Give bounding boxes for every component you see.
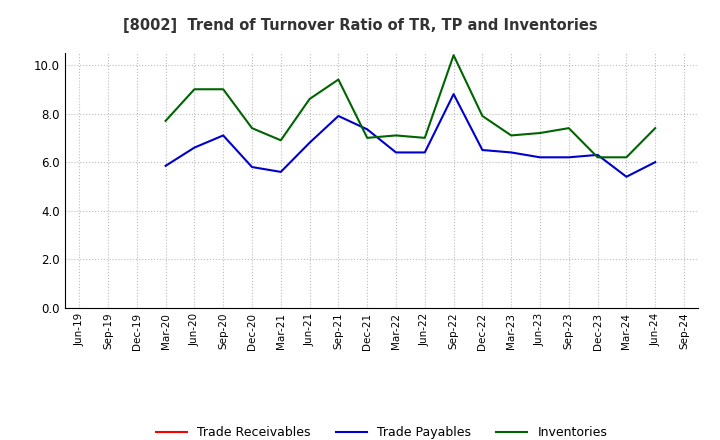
Inventories [420,135,429,140]
Trade Payables [276,169,285,175]
Inventories [248,125,256,131]
Text: [8002]  Trend of Turnover Ratio of TR, TP and Inventories: [8002] Trend of Turnover Ratio of TR, TP… [122,18,598,33]
Inventories [507,133,516,138]
Inventories [161,118,170,124]
Trade Payables [564,155,573,160]
Trade Payables [161,163,170,169]
Line: Inventories: Inventories [166,55,655,158]
Inventories [564,125,573,131]
Inventories [305,96,314,102]
Inventories [392,133,400,138]
Inventories [334,77,343,82]
Trade Payables [622,174,631,180]
Inventories [536,130,544,136]
Trade Payables [420,150,429,155]
Trade Payables [305,140,314,145]
Trade Payables [219,133,228,138]
Inventories [219,87,228,92]
Trade Payables [651,160,660,165]
Inventories [449,53,458,58]
Trade Payables [593,152,602,158]
Inventories [622,155,631,160]
Line: Trade Payables: Trade Payables [166,94,655,177]
Trade Payables [449,92,458,97]
Inventories [276,138,285,143]
Inventories [478,114,487,119]
Inventories [363,135,372,140]
Trade Payables [334,114,343,119]
Trade Payables [190,145,199,150]
Trade Payables [248,165,256,170]
Trade Payables [363,127,372,132]
Legend: Trade Receivables, Trade Payables, Inventories: Trade Receivables, Trade Payables, Inven… [151,422,612,440]
Trade Payables [392,150,400,155]
Inventories [190,87,199,92]
Trade Payables [507,150,516,155]
Inventories [651,125,660,131]
Trade Payables [478,147,487,153]
Trade Payables [536,155,544,160]
Inventories [593,155,602,160]
